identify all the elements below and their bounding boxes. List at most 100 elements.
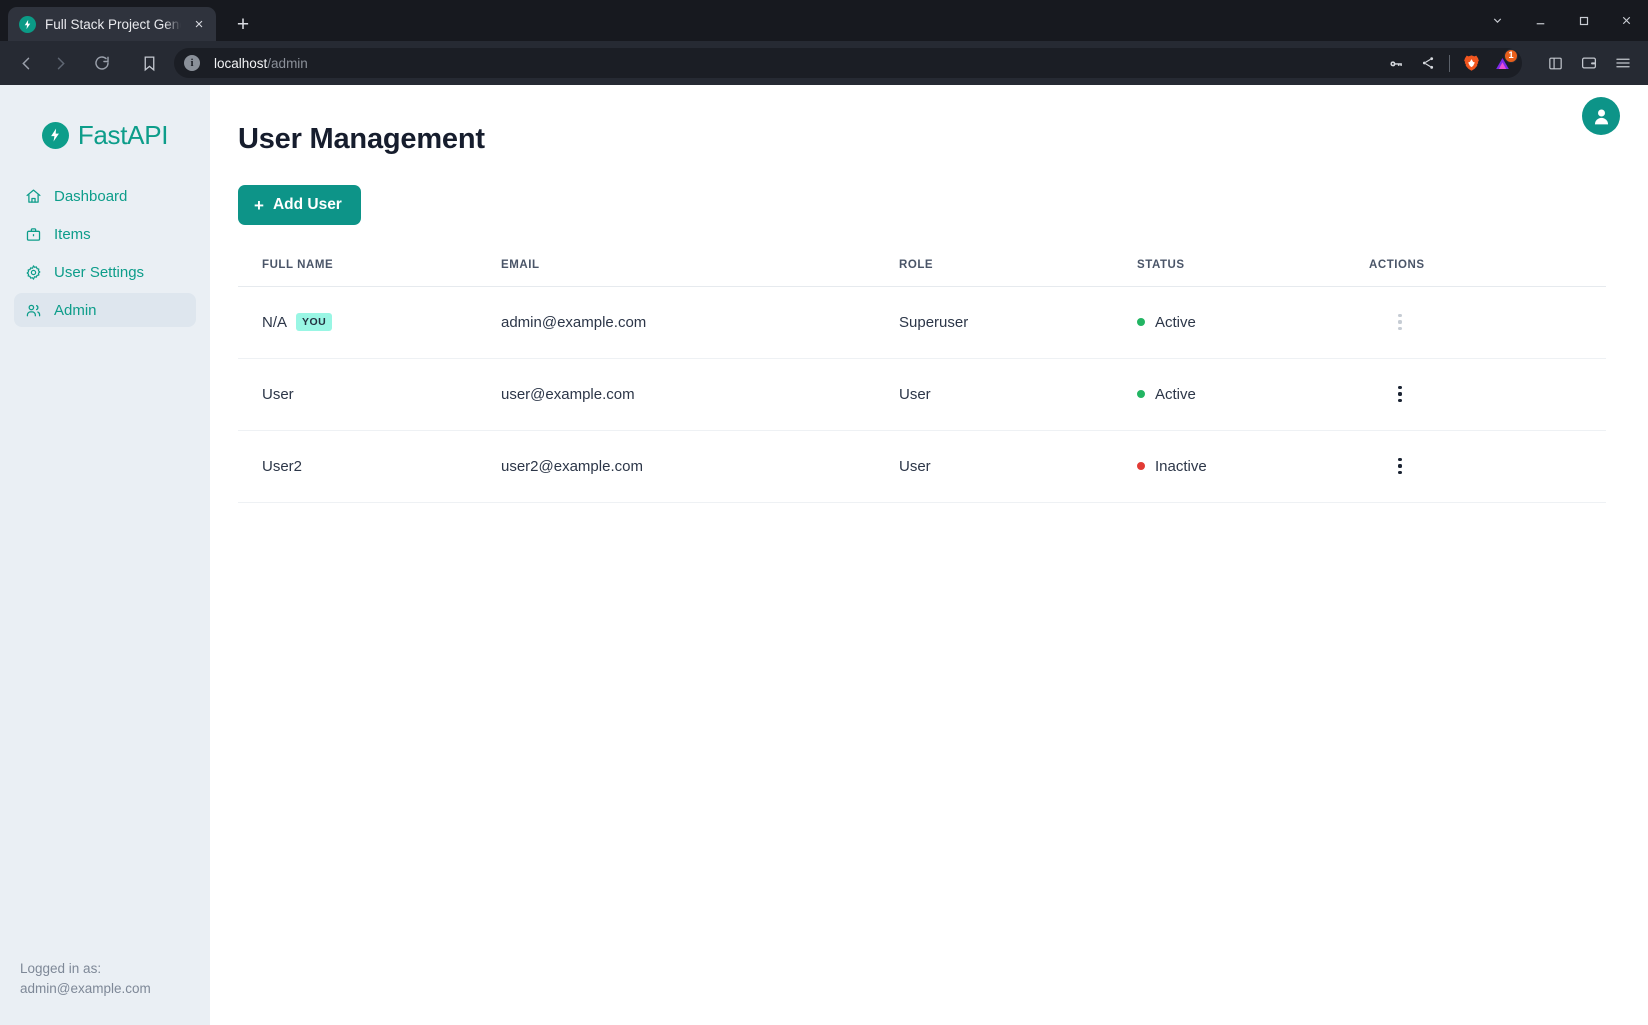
window-controls [1476,0,1648,41]
sidebar-item-user-settings[interactable]: User Settings [14,255,196,289]
users-table: FULL NAME EMAIL ROLE STATUS ACTIONS N/A … [238,259,1606,503]
user-full-name: User [262,385,294,403]
bookmark-icon[interactable] [133,47,165,79]
sidebar-nav: Dashboard Items User Settings [0,179,210,327]
sidebar-item-dashboard[interactable]: Dashboard [14,179,196,213]
browser-toolbar: i localhost/admin [0,41,1648,85]
home-icon [24,187,42,205]
logged-in-label: Logged in as: [20,960,102,976]
cell-actions [1369,430,1606,503]
gear-icon [24,263,42,281]
forward-icon[interactable] [44,47,76,79]
row-actions-menu-icon[interactable] [1387,309,1413,335]
new-tab-button[interactable]: + [236,12,250,36]
column-header-status[interactable]: STATUS [1137,259,1369,287]
fastapi-bolt-icon [41,121,69,149]
status-label: Inactive [1155,457,1207,475]
minimize-icon[interactable] [1519,0,1562,41]
extension-badge: 1 [1504,48,1518,63]
cell-role: User [899,358,1137,431]
browser-tab[interactable]: Full Stack Project Generator × [8,7,216,41]
cell-full-name: User [238,358,501,431]
table-row: User2 user2@example.com User Inactive [238,430,1606,503]
logged-in-info: Logged in as: admin@example.com [0,959,210,1025]
status-dot [1137,318,1145,326]
back-icon[interactable] [10,47,42,79]
brand-logo[interactable]: FastAPI [0,85,210,179]
cell-actions [1369,358,1606,431]
tab-strip: Full Stack Project Generator × + [0,0,1648,41]
divider [1449,54,1450,72]
status-label: Active [1155,313,1196,331]
status-dot [1137,390,1145,398]
chevron-down-icon[interactable] [1476,0,1519,41]
add-user-label: Add User [272,196,342,213]
status-badge: YOU [296,313,333,331]
key-icon[interactable] [1383,50,1410,77]
table-row: N/A YOU admin@example.com Superuser Acti… [238,286,1606,359]
extension-icon[interactable]: 1 [1489,48,1518,77]
sidebar-spacer [0,327,210,959]
brand-name: FastAPI [77,119,169,150]
user-avatar-icon [1594,109,1608,124]
page-title: User Management [238,123,485,155]
user-avatar-button[interactable] [1582,97,1620,135]
user-full-name: User2 [262,457,303,475]
cell-actions [1369,286,1606,359]
cell-role: Superuser [899,286,1137,359]
cell-email: admin@example.com [501,286,899,359]
cell-email: user2@example.com [501,430,899,503]
sidebar-item-label: Items [54,225,91,243]
sidebar-item-label: Dashboard [54,187,128,205]
column-header-email[interactable]: EMAIL [501,259,899,287]
panel-icon[interactable] [1540,48,1570,78]
briefcase-icon [24,225,42,243]
sidebar-item-items[interactable]: Items [14,217,196,251]
sidebar-item-label: User Settings [54,263,145,281]
address-bar[interactable]: i localhost/admin [174,48,1522,78]
status-label: Active [1155,385,1196,403]
page-viewport: FastAPI Dashboard Items [0,85,1648,1025]
column-header-full-name[interactable]: FULL NAME [238,259,501,287]
url-action-group: 1 [1383,48,1518,77]
cell-email: user@example.com [501,358,899,431]
reload-icon[interactable] [86,47,118,79]
row-actions-menu-icon[interactable] [1387,453,1413,479]
fastapi-bolt-icon [19,15,36,33]
close-icon[interactable] [1605,0,1648,41]
table-body: N/A YOU admin@example.com Superuser Acti… [238,286,1606,503]
close-icon[interactable]: × [194,15,204,33]
url-text: localhost/admin [214,56,1383,71]
sidebar-item-admin[interactable]: Admin [14,293,196,327]
maximize-icon[interactable] [1562,0,1605,41]
main-content: User Management + Add User FULL NAME EMA… [210,85,1648,1025]
column-header-actions: ACTIONS [1369,259,1606,287]
add-user-button[interactable]: + Add User [238,185,361,225]
brave-lion-icon[interactable] [1458,50,1485,77]
cell-role: User [899,430,1137,503]
users-icon [24,301,42,319]
cell-full-name: N/A YOU [238,286,501,359]
status-dot [1137,462,1145,470]
info-icon[interactable]: i [184,55,200,71]
cell-full-name: User2 [238,430,501,503]
logged-in-email: admin@example.com [20,980,151,996]
cell-status: Active [1137,286,1369,359]
hamburger-icon[interactable] [1608,48,1638,78]
cell-status: Inactive [1137,430,1369,503]
tab-title: Full Stack Project Generator [45,16,181,32]
toolbar-right-group [1540,48,1638,78]
cell-status: Active [1137,358,1369,431]
column-header-role[interactable]: ROLE [899,259,1137,287]
row-actions-menu-icon[interactable] [1387,381,1413,407]
url-host: localhost [214,55,268,71]
wallet-icon[interactable] [1574,48,1604,78]
sidebar-item-label: Admin [54,301,97,319]
url-path: /admin [267,55,308,71]
table-head: FULL NAME EMAIL ROLE STATUS ACTIONS [238,259,1606,287]
share-icon[interactable] [1414,50,1441,77]
plus-icon: + [254,195,264,215]
app-sidebar: FastAPI Dashboard Items [0,85,210,1025]
user-full-name: N/A [262,313,288,331]
